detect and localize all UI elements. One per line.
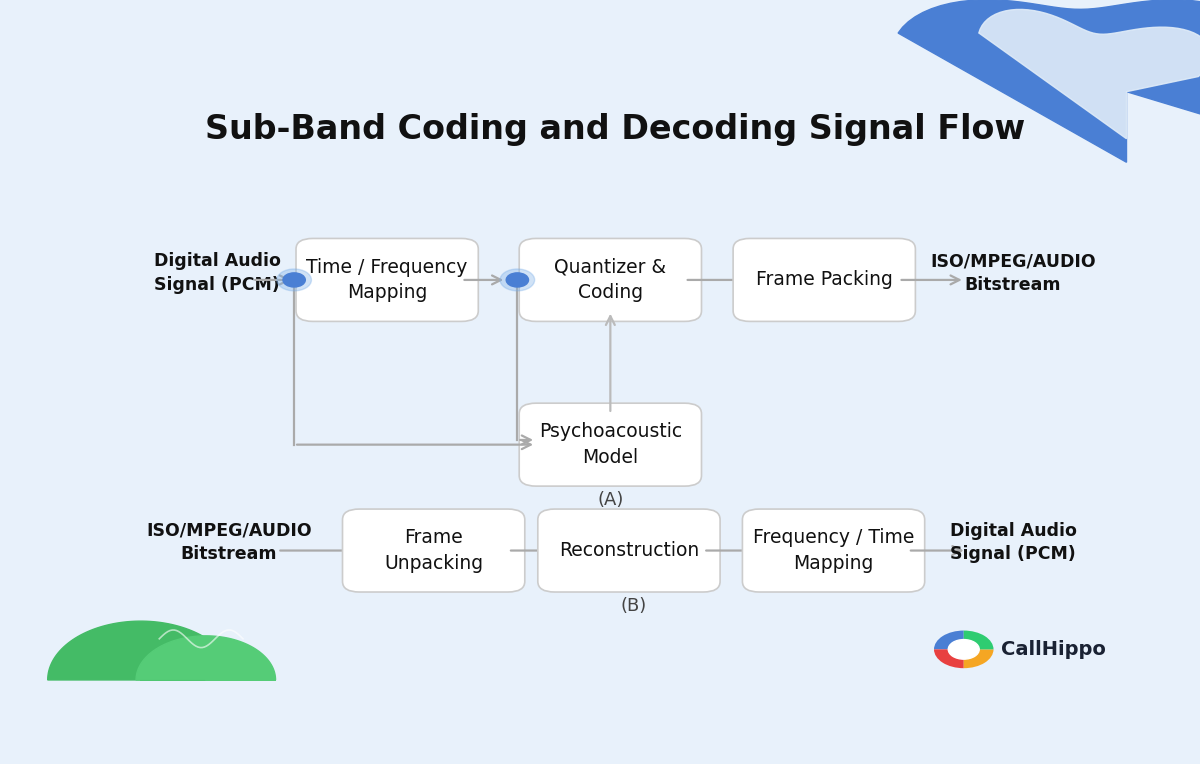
Text: (B): (B) [620,597,647,615]
Text: Frame
Unpacking: Frame Unpacking [384,528,484,573]
Wedge shape [934,630,964,649]
Polygon shape [898,0,1200,162]
Text: Psychoacoustic
Model: Psychoacoustic Model [539,422,682,467]
Wedge shape [964,649,994,668]
Text: Quantizer &
Coding: Quantizer & Coding [554,257,666,303]
Circle shape [959,643,970,649]
Circle shape [506,273,528,287]
Text: Digital Audio
Signal (PCM): Digital Audio Signal (PCM) [154,252,281,293]
Text: CallHippo: CallHippo [1001,640,1106,659]
Text: (A): (A) [598,491,624,510]
Wedge shape [964,630,994,649]
Text: Sub-Band Coding and Decoding Signal Flow: Sub-Band Coding and Decoding Signal Flow [205,113,1025,147]
Text: ISO/MPEG/AUDIO
Bitstream: ISO/MPEG/AUDIO Bitstream [930,252,1096,293]
Circle shape [948,639,979,659]
Text: Digital Audio
Signal (PCM): Digital Audio Signal (PCM) [949,522,1076,563]
Wedge shape [934,649,964,668]
FancyBboxPatch shape [743,509,925,592]
FancyBboxPatch shape [538,509,720,592]
Polygon shape [48,621,234,680]
FancyBboxPatch shape [342,509,524,592]
Text: ISO/MPEG/AUDIO
Bitstream: ISO/MPEG/AUDIO Bitstream [146,522,312,563]
Circle shape [500,269,535,291]
FancyBboxPatch shape [296,238,479,322]
Text: Reconstruction: Reconstruction [559,541,700,560]
FancyBboxPatch shape [733,238,916,322]
Circle shape [283,273,305,287]
Text: Frequency / Time
Mapping: Frequency / Time Mapping [752,528,914,573]
Text: Time / Frequency
Mapping: Time / Frequency Mapping [306,257,468,303]
Polygon shape [136,636,276,680]
Circle shape [277,269,312,291]
Polygon shape [979,9,1200,139]
FancyBboxPatch shape [520,238,702,322]
FancyBboxPatch shape [520,403,702,486]
Text: Frame Packing: Frame Packing [756,270,893,290]
